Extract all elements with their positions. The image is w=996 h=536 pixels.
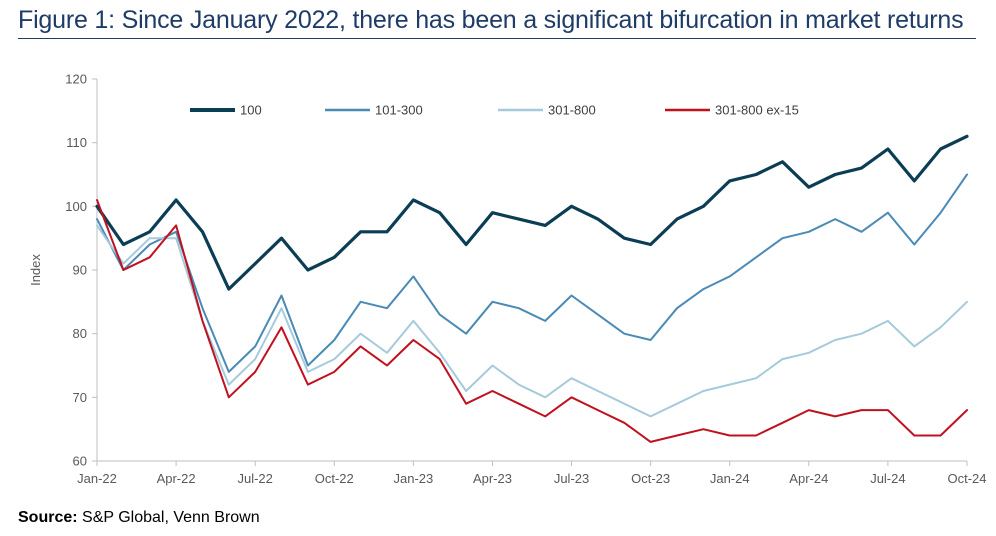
series-line-2 [96, 224, 968, 418]
x-tick-label: Apr-22 [157, 471, 196, 486]
title-underline [18, 38, 976, 39]
y-tick-label: 80 [73, 326, 87, 341]
series-line-0 [95, 134, 969, 291]
line-chart: 60 70 80 90 100 110 120 Index Jan-22 Apr-22 Jul-22… [28, 72, 987, 487]
y-tick-label: 110 [66, 135, 87, 150]
x-tick-label: Jan-24 [710, 471, 750, 486]
x-tick-label: Jul-24 [870, 471, 905, 486]
y-tick-label: 100 [65, 199, 87, 214]
series-line-1 [96, 173, 968, 373]
x-tick-label: Oct-22 [315, 471, 354, 486]
source-label: Source: [18, 509, 78, 526]
x-tick-label: Jul-23 [554, 471, 589, 486]
x-tick-label: Oct-23 [631, 471, 670, 486]
x-tick-label: Apr-23 [473, 471, 512, 486]
x-tick-label: Oct-24 [947, 471, 986, 486]
x-tick-label: Jul-22 [237, 471, 272, 486]
source-text: S&P Global, Venn Brown [82, 509, 260, 526]
y-tick-label: 120 [65, 72, 87, 87]
legend-label-0: 100 [240, 103, 262, 118]
series-line-3 [96, 199, 968, 443]
x-tick-label: Apr-24 [789, 471, 828, 486]
y-axis-label: Index [28, 254, 43, 286]
legend-label-2: 301-800 [548, 103, 596, 118]
source-note: Source: S&P Global, Venn Brown [18, 509, 260, 527]
x-tick-label: Jan-23 [393, 471, 433, 486]
legend-label-1: 101-300 [375, 103, 423, 118]
figure-title: Figure 1: Since January 2022, there has … [18, 6, 964, 34]
y-tick-label: 60 [73, 454, 87, 469]
x-tick-label: Jan-22 [77, 471, 117, 486]
y-tick-label: 90 [73, 263, 87, 278]
y-tick-label: 70 [73, 390, 87, 405]
legend-label-3: 301-800 ex-15 [715, 103, 799, 118]
